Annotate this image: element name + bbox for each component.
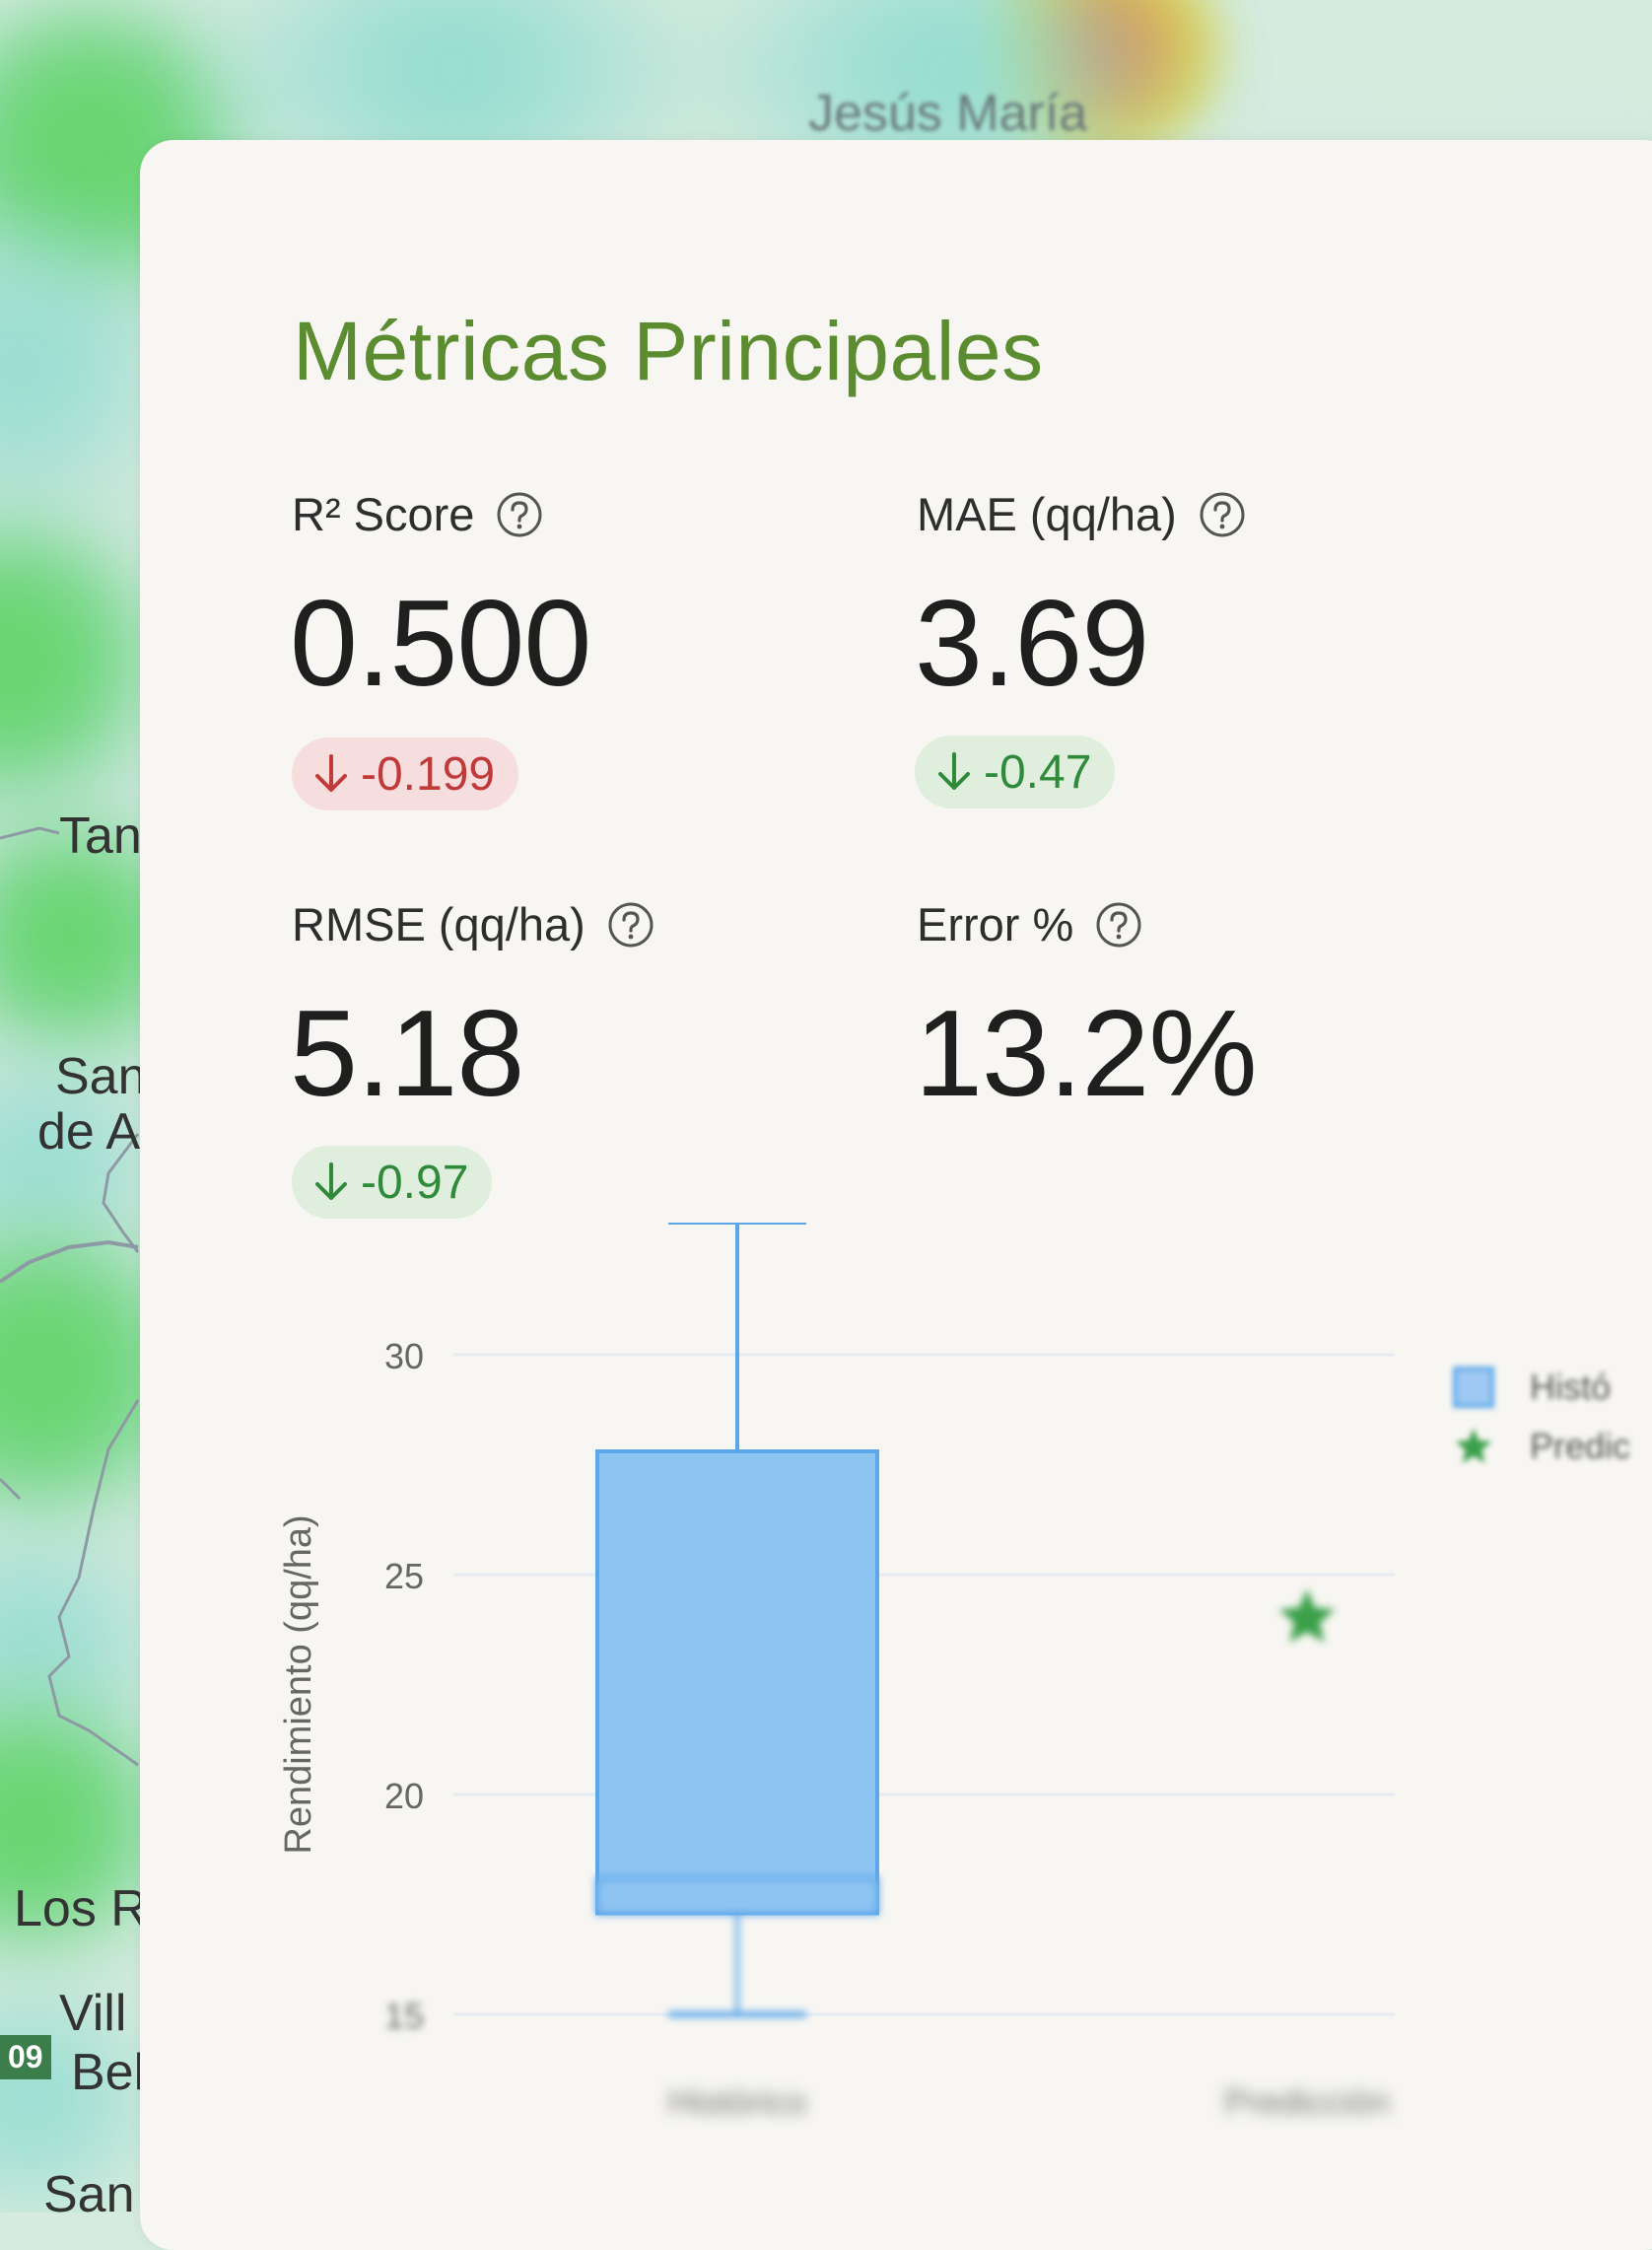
yield-boxplot-chart[interactable]: 15 20 25 30 Rendimiento (qq/ha) Histórico Pred… [138, 1221, 1652, 2213]
panel-title: Métricas Principales [293, 305, 1044, 397]
metric-value-mae: 3.69 [915, 576, 1149, 712]
legend-swatch [1453, 1367, 1494, 1408]
metric-label-text: MAE (qq/ha) [917, 488, 1177, 540]
y-tick-label: 25 [384, 1556, 424, 1596]
metric-value-r2: 0.500 [290, 576, 591, 712]
map-place-label: Vill [59, 1985, 127, 2042]
map-place-label: Los R [14, 1880, 148, 1937]
x-category-label: Histórico [668, 2081, 806, 2122]
blurred-lower-region [595, 1876, 879, 2018]
legend-item-prediccion[interactable]: Predic [1453, 1426, 1630, 1467]
chart-canvas: 15 20 25 30 Rendimiento (qq/ha) Histórico Pred… [278, 1221, 1395, 2122]
y-tick-label: 20 [384, 1776, 424, 1816]
map-place-label: San [43, 2166, 135, 2213]
arrow-down-icon [938, 752, 970, 790]
help-circle-icon[interactable] [1199, 491, 1246, 538]
metric-label-mae: MAE (qq/ha) [917, 487, 1246, 541]
y-tick-label: 30 [384, 1336, 424, 1376]
metric-label-text: RMSE (qq/ha) [292, 898, 585, 950]
metric-label-rmse: RMSE (qq/ha) [292, 897, 654, 951]
metric-value-rmse: 5.18 [290, 986, 524, 1122]
star-icon [1453, 1426, 1494, 1467]
metric-value-error: 13.2% [915, 986, 1258, 1122]
arrow-down-icon [315, 1162, 347, 1200]
box-iqr [595, 1449, 879, 1916]
y-axis-label: Rendimiento (qq/ha) [278, 1514, 319, 1854]
map-place-label: San [55, 1048, 147, 1105]
arrow-down-icon [315, 754, 347, 792]
metrics-panel: Métricas Principales R² Score 0.500 -0.1… [140, 140, 1652, 2250]
prediction-star-marker [1278, 1588, 1336, 1643]
map-place-label: Tan [59, 808, 142, 865]
legend-label: Predic [1530, 1426, 1631, 1466]
metric-delta-mae: -0.47 [915, 736, 1116, 809]
metric-delta-rmse: -0.97 [292, 1146, 493, 1219]
road-number-badge: 09 [0, 2035, 51, 2079]
legend-item-historico[interactable]: Histó [1453, 1367, 1611, 1408]
map-place-label: Bel [71, 2044, 146, 2101]
help-circle-icon[interactable] [607, 901, 654, 949]
metric-label-text: R² Score [292, 488, 475, 540]
metric-delta-text: -0.199 [361, 747, 496, 801]
metric-delta-r2: -0.199 [292, 738, 519, 810]
help-circle-icon[interactable] [1095, 901, 1142, 949]
x-category-label: Predicción [1224, 2081, 1390, 2122]
help-circle-icon[interactable] [496, 491, 543, 538]
y-tick-label: 15 [384, 1996, 424, 2036]
metric-label-text: Error % [917, 898, 1074, 950]
metric-label-r2: R² Score [292, 487, 543, 541]
metric-delta-text: -0.47 [984, 745, 1092, 799]
box-lower-part [595, 1876, 879, 1916]
metric-delta-text: -0.97 [361, 1156, 469, 1209]
map-place-label: Jesús María [808, 85, 1088, 142]
metric-label-error: Error % [917, 897, 1142, 951]
map-place-label: de A [37, 1103, 141, 1160]
map-roads [0, 826, 140, 1767]
legend-label: Histó [1530, 1367, 1612, 1407]
